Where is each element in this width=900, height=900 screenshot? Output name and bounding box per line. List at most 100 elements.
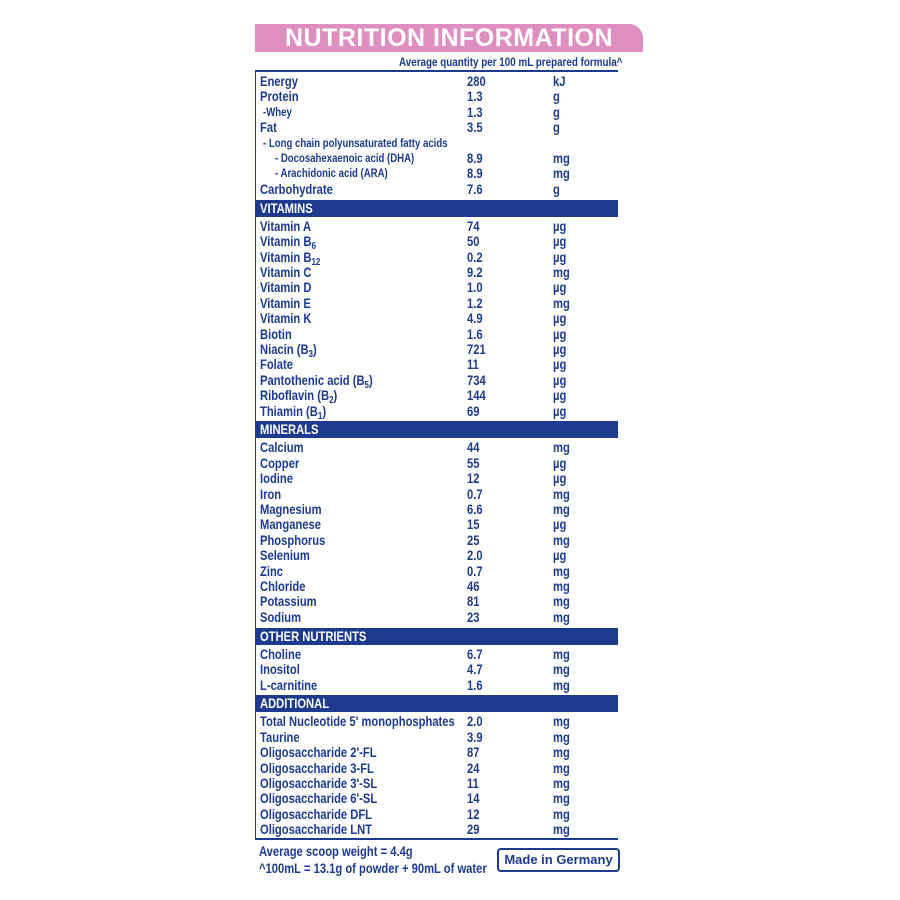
name-text: Magnesium [260,501,322,517]
title: NUTRITION INFORMATION [255,24,643,52]
amount: 1.6 [467,676,483,693]
unit: kJ [553,73,566,89]
amount: 12 [467,805,480,822]
unit: µg [553,340,567,357]
nutrient-name: Oligosaccharide LNT [260,822,372,837]
name-text: - Docosahexaenoic acid (DHA) [275,151,415,165]
name-text: Selenium [260,547,310,564]
name-text: - Arachidonic acid (ARA) [275,166,388,181]
nutrient-name: Niacin (B3) [260,340,317,359]
unit: mg [553,661,570,678]
name-text: Vitamin K [260,310,312,327]
amount: 1.3 [467,103,483,120]
name-text: Sodium [260,608,302,625]
nutrient-name: Fat [260,120,277,135]
name-text: Riboflavin (B [260,387,330,404]
unit: mg [553,294,570,311]
amount: 3.5 [467,119,483,136]
section-bar: MINERALS [256,421,618,439]
name-text: L-carnitine [260,676,318,693]
unit: µg [553,371,567,388]
amount: 0.2 [467,248,483,265]
name-text: - Long chain polyunsaturated fatty acids [263,135,448,150]
name-text: Vitamin B [260,233,312,250]
amount: 6.7 [467,645,483,662]
name-text: Phosphorus [260,531,326,548]
name-suffix: ) [333,387,338,404]
name-text: Biotin [260,325,292,342]
name-text: Carbohydrate [260,180,333,197]
name-text: Choline [260,645,302,662]
nutrient-name: Copper [260,454,300,471]
section-bar: OTHER NUTRIENTS [256,627,618,645]
nutrient-name: Vitamin E [260,295,311,311]
amount: 2.0 [467,547,483,564]
name-subscript: 5 [364,379,369,391]
unit: mg [553,805,570,822]
unit: mg [553,645,570,662]
unit: µg [553,516,567,533]
name-text: Pantothenic acid (B [260,371,365,388]
amount: 15 [467,516,480,533]
section-bar: VITAMINS [256,199,618,217]
name-text: Copper [260,454,300,471]
unit: mg [553,744,570,761]
unit: g [553,88,560,105]
name-text: -Whey [263,104,292,119]
unit: µg [553,279,567,296]
nutrient-name: Folate [260,357,293,372]
amount: 280 [467,73,486,89]
unit: mg [553,165,570,182]
name-text: Vitamin C [260,263,312,280]
nutrient-name: Sodium [260,608,302,625]
unit: mg [553,790,570,807]
amount: 29 [467,821,480,838]
nutrient-name: Phosphorus [260,531,326,548]
nutrient-name: Choline [260,645,302,662]
unit: mg [553,775,570,791]
section-bar: ADDITIONAL [256,695,618,713]
amount: 12 [467,470,480,487]
nutrient-name: Protein [260,89,299,104]
unit: mg [553,485,570,502]
nutrient-name: Inositol [260,662,300,677]
nutrient-name: Zinc [260,562,284,579]
amount: 6.6 [467,501,483,517]
amount: 25 [467,531,480,548]
name-text: Zinc [260,562,284,579]
amount: 9.2 [467,263,483,280]
amount: 734 [467,371,486,388]
amount: 46 [467,578,480,594]
name-text: Potassium [260,593,317,610]
name-text: Vitamin A [260,217,312,234]
amount: 11 [467,775,479,791]
nutrient-name: Iodine [260,471,293,486]
nutrient-name: Total Nucleotide 5' monophosphates [260,714,455,729]
name-text: Oligosaccharide 2'-FL [260,744,377,761]
name-subscript: 2 [329,395,334,407]
nutrient-name: Oligosaccharide 6'-SL [260,791,377,806]
unit: µg [553,356,567,373]
unit: µg [553,217,567,234]
section-heading: VITAMINS [260,199,313,216]
amount: 0.7 [467,562,483,579]
amount: 144 [467,387,486,404]
name-text: Oligosaccharide 3-FL [260,759,374,776]
amount: 8.9 [467,150,483,166]
name-suffix: ) [313,340,317,357]
name-subscript: 1 [317,410,323,422]
amount: 1.6 [467,325,483,342]
name-text: Oligosaccharide 3'-SL [260,775,378,791]
unit: µg [553,310,567,327]
table-frame [255,70,618,840]
nutrient-name: Chloride [260,579,305,594]
name-text: Vitamin B [260,248,312,265]
nutrient-name: -Whey [263,105,292,120]
unit: mg [553,263,570,280]
unit: mg [553,728,570,745]
unit: µg [553,248,567,265]
amount: 23 [467,608,480,625]
unit: g [553,180,560,197]
unit: mg [553,531,570,548]
